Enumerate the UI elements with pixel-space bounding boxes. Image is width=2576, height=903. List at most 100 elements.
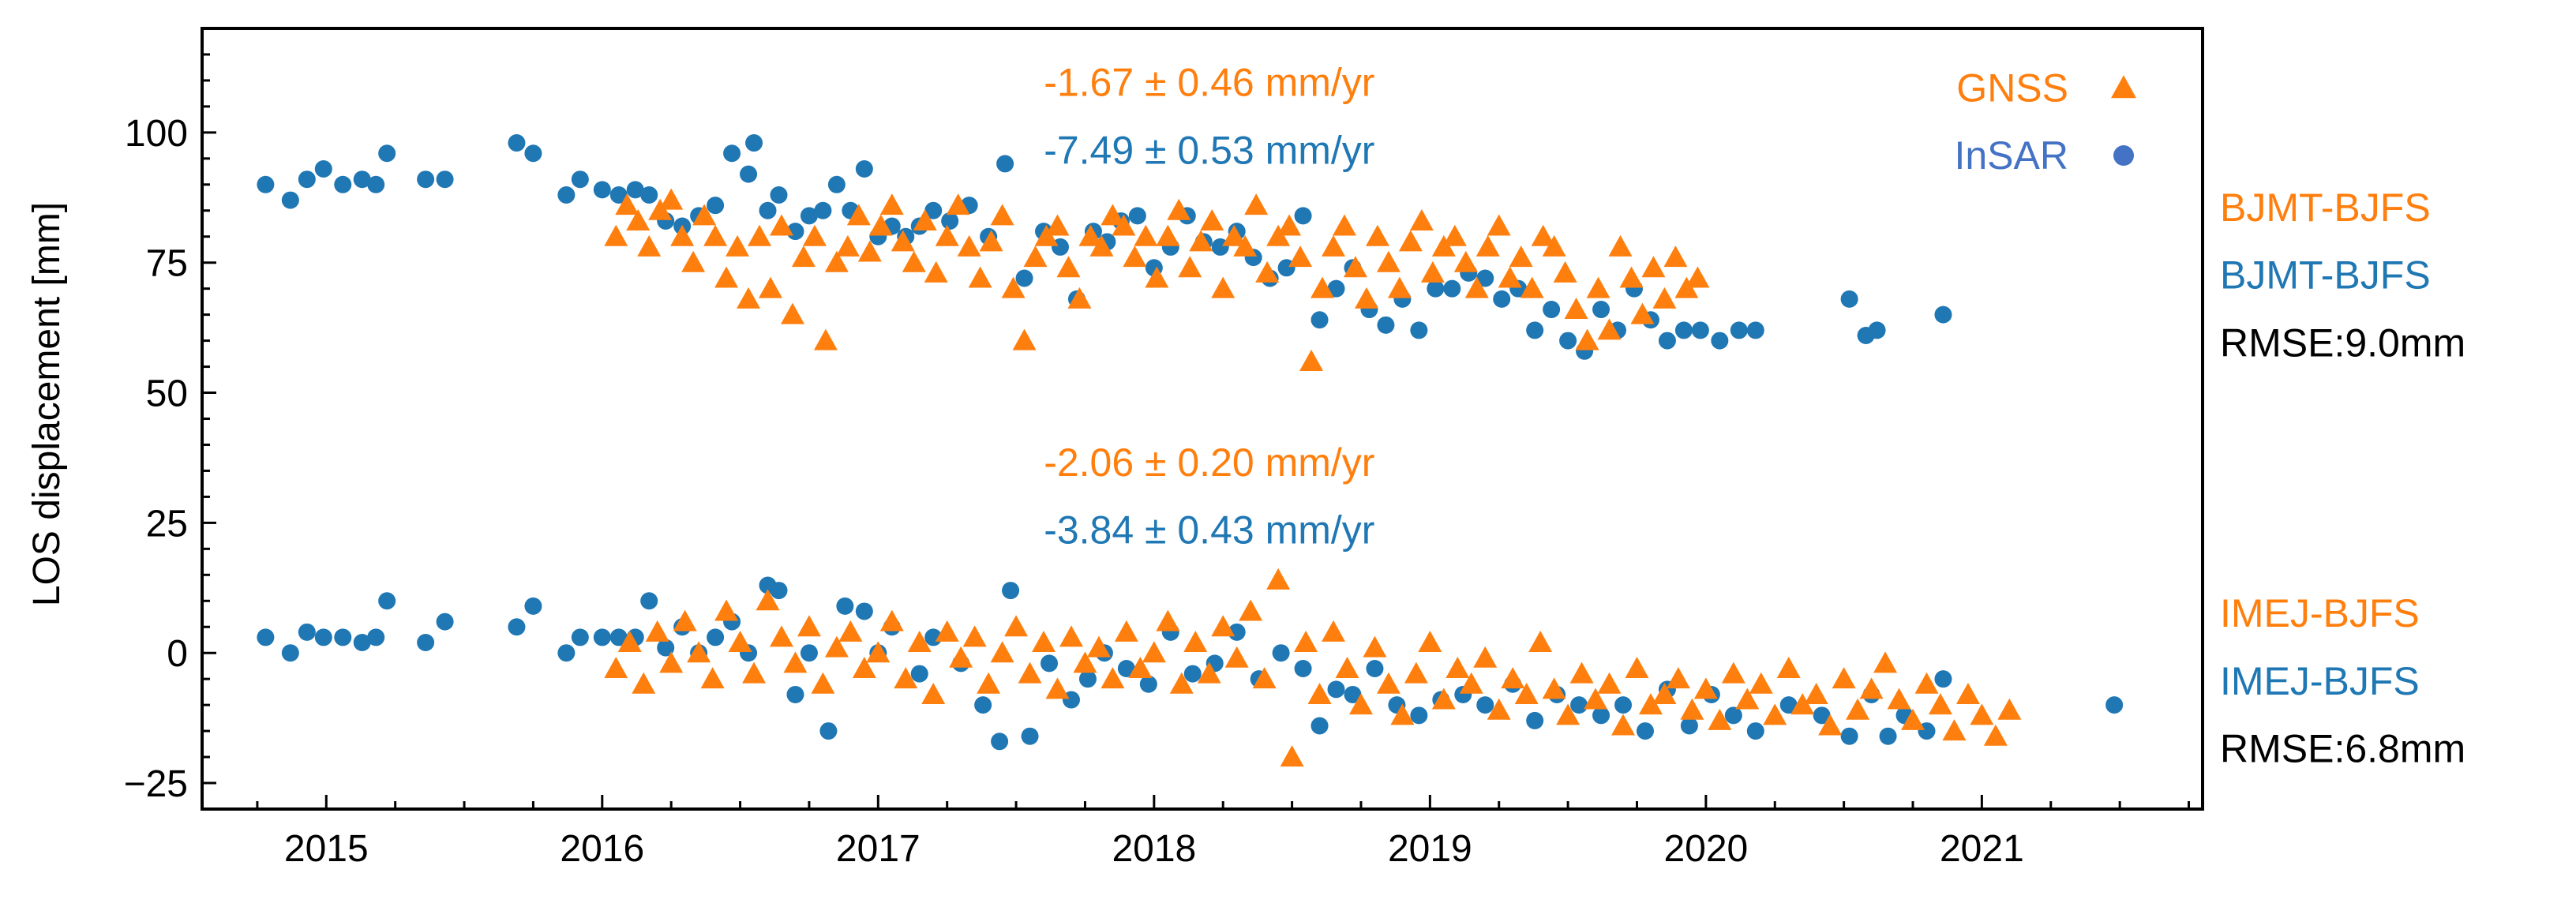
insar-point	[334, 628, 352, 646]
gnss-point	[645, 620, 669, 642]
insar-point	[800, 207, 818, 225]
gnss-point	[852, 656, 876, 678]
gnss-point	[1156, 224, 1180, 246]
gnss-point	[1685, 266, 1710, 288]
insar-point	[770, 582, 788, 600]
gnss-point	[1288, 245, 1313, 268]
gnss-point	[1955, 682, 1980, 704]
gnss-point	[1970, 703, 1994, 725]
gnss-point	[1376, 250, 1400, 272]
gnss-point	[1652, 682, 1677, 704]
gnss-point	[935, 620, 959, 642]
x-tick-label: 2019	[1388, 828, 1472, 870]
gnss-point	[728, 631, 752, 653]
gnss-point	[879, 609, 904, 631]
insar-point	[1526, 711, 1544, 729]
gnss-point	[1586, 276, 1610, 298]
insar-point	[786, 223, 804, 241]
insar-point	[298, 623, 316, 641]
x-tick-label: 2016	[560, 828, 644, 870]
gnss-point	[756, 589, 780, 611]
y-tick-label: 100	[125, 113, 188, 155]
y-tick-label: 25	[146, 503, 188, 545]
gnss-point	[1012, 328, 1037, 350]
gnss-point	[632, 672, 656, 694]
insar-point	[1377, 316, 1395, 334]
insar-point	[557, 185, 576, 204]
rate-annotation: -7.49 ± 0.53 mm/yr	[1044, 128, 1374, 172]
gnss-point	[1239, 599, 1263, 621]
insar-point	[1078, 670, 1097, 688]
gnss-point	[1942, 719, 1967, 741]
gnss-point	[1086, 635, 1111, 658]
gnss-point	[1073, 651, 1097, 673]
gnss-point	[1542, 677, 1566, 699]
insar-point	[855, 160, 873, 178]
insar-point	[593, 628, 611, 646]
x-tick-label: 2021	[1940, 828, 2024, 870]
gnss-point	[1901, 708, 1925, 730]
insar-point	[759, 201, 777, 219]
gnss-point	[1928, 693, 1952, 715]
insar-point	[417, 634, 435, 652]
insar-point	[1724, 706, 1742, 725]
gnss-point	[1630, 302, 1655, 324]
y-tick-label: 75	[146, 243, 188, 285]
x-tick-label: 2017	[836, 828, 921, 870]
gnss-point	[1790, 693, 1815, 715]
gnss-point	[687, 641, 711, 663]
data-marks	[257, 134, 2124, 767]
station-pair-label: BJMT-BJFS	[2220, 185, 2431, 230]
gnss-point	[1445, 656, 1470, 678]
insar-point	[941, 212, 959, 230]
gnss-point	[1666, 667, 1690, 689]
gnss-point	[1475, 234, 1500, 257]
gnss-point	[1473, 646, 1498, 668]
gnss-point	[1335, 656, 1359, 678]
insar-point	[924, 201, 943, 219]
insar-point	[657, 639, 675, 657]
insar-point	[353, 170, 371, 189]
gnss-point	[1123, 245, 1147, 268]
gnss-point	[1376, 672, 1400, 694]
gnss-point	[1528, 631, 1553, 653]
insar-point	[1813, 706, 1831, 725]
gnss-point	[1255, 260, 1280, 283]
gnss-point	[769, 214, 793, 236]
gnss-point	[1056, 256, 1081, 278]
insar-point	[1139, 675, 1157, 693]
insar-point	[1934, 305, 1952, 324]
insar-point	[1294, 659, 1312, 677]
y-axis-label: LOS displacement [mm]	[26, 202, 68, 606]
insar-point	[814, 201, 832, 219]
insar-point	[524, 597, 542, 615]
gnss-point	[1887, 688, 1911, 710]
insar-point	[1041, 654, 1059, 673]
gnss-point	[714, 599, 739, 621]
gnss-point	[1487, 698, 1511, 720]
gnss-point	[1553, 260, 1577, 283]
insar-point	[1366, 659, 1384, 677]
gnss-point	[1322, 234, 1346, 257]
gnss-point	[1101, 667, 1125, 689]
gnss-point	[1197, 661, 1221, 684]
insar-point	[1410, 321, 1428, 339]
insar-point	[1310, 717, 1329, 735]
insar-point	[314, 628, 332, 646]
insar-point	[707, 628, 725, 646]
insar-point	[910, 665, 928, 683]
gnss-point	[902, 250, 926, 272]
gnss-point	[714, 266, 739, 288]
gnss-point	[1520, 276, 1544, 298]
gnss-point	[935, 224, 959, 246]
gnss-point	[659, 188, 684, 210]
insar-point	[745, 134, 763, 152]
gnss-point	[811, 672, 835, 694]
gnss-point	[949, 646, 973, 668]
insar-point	[1228, 623, 1246, 641]
gnss-point	[673, 609, 697, 631]
gnss-point	[866, 641, 891, 663]
gnss-point	[1059, 625, 1083, 647]
insar-point	[281, 644, 299, 662]
gnss-point	[1804, 682, 1828, 704]
